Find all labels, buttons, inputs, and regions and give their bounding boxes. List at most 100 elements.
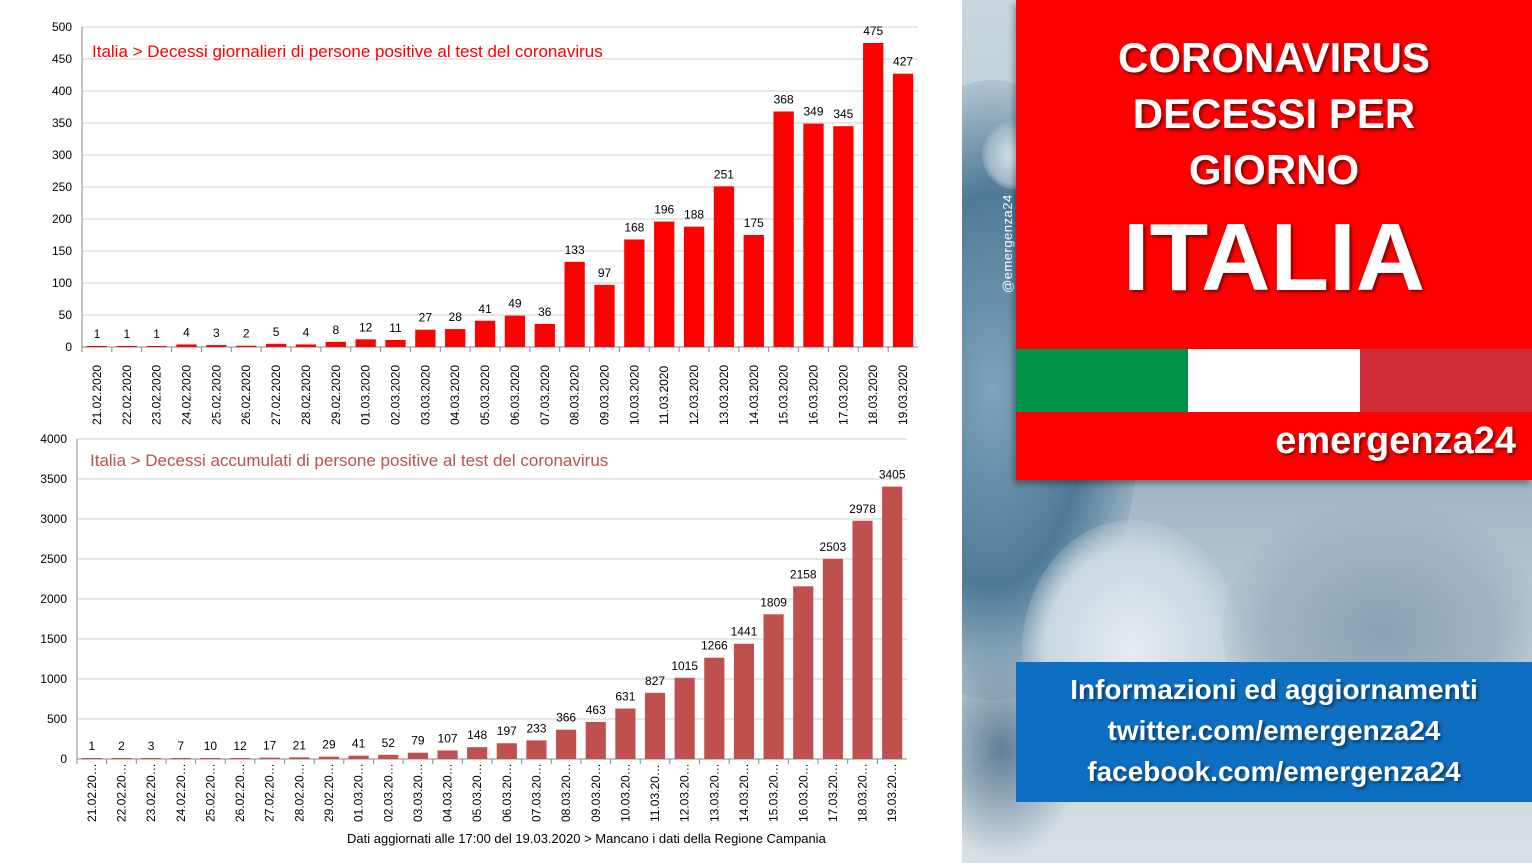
cumulative-bar [289, 757, 310, 759]
cumulative-bar [318, 756, 340, 759]
daily-bar [176, 344, 197, 347]
daily-xtick-label: 27.02.2020 [269, 365, 283, 425]
daily-xtick-label: 28.02.2020 [299, 365, 313, 425]
daily-xtick-label: 12.03.2020 [687, 365, 701, 425]
daily-data-label: 3 [213, 326, 220, 340]
daily-ytick-label: 250 [52, 180, 72, 194]
cumulative-xtick-label: 25.02.20… [203, 763, 217, 822]
daily-bar [385, 339, 406, 347]
daily-data-label: 4 [303, 325, 310, 339]
cumulative-data-label: 10 [204, 739, 218, 753]
cumulative-ytick-label: 500 [47, 712, 67, 726]
daily-bar [803, 123, 824, 347]
cumulative-data-label: 197 [497, 724, 517, 738]
daily-xtick-label: 03.03.2020 [418, 365, 432, 425]
title-line-1: CORONAVIRUS [1118, 34, 1430, 81]
daily-ytick-label: 150 [52, 244, 72, 258]
daily-bar [445, 329, 466, 347]
daily-data-label: 168 [624, 220, 644, 234]
daily-bar [206, 345, 227, 347]
charts-area: 0 50 100 150 200 250 300 350 400 450 500 Italia > D… [40, 20, 918, 822]
info-link-facebook[interactable]: facebook.com/emergenza24 [1087, 756, 1461, 787]
daily-bar [295, 344, 317, 347]
info-line-1: Informazioni ed aggiornamenti [1070, 674, 1478, 705]
daily-data-label: 196 [654, 203, 674, 217]
title-line-2: DECESSI PER [1132, 90, 1416, 137]
flag-green-stripe [1016, 349, 1188, 412]
daily-bar [265, 343, 287, 347]
country-title: ITALIA [1122, 204, 1426, 311]
cumulative-data-label: 366 [556, 711, 576, 725]
daily-data-label: 251 [714, 167, 734, 181]
daily-bar [504, 315, 526, 347]
cumulative-xtick-label: 17.03.20… [826, 763, 840, 822]
info-panel: Informazioni ed aggiornamenti twitter.co… [1016, 662, 1532, 802]
info-link-twitter[interactable]: twitter.com/emergenza24 [1107, 715, 1441, 746]
cumulative-data-label: 29 [322, 738, 336, 752]
daily-xtick-label: 02.03.2020 [389, 365, 403, 425]
daily-ytick-label: 500 [52, 20, 72, 34]
cumulative-data-label: 148 [467, 728, 487, 742]
cumulative-xtick-label: 10.03.20… [618, 763, 632, 822]
cumulative-xtick-label: 06.03.20… [500, 763, 514, 822]
cumulative-xtick-label: 09.03.20… [589, 763, 603, 822]
cumulative-xtick-label: 03.03.20… [411, 763, 425, 822]
daily-data-label: 188 [684, 208, 704, 222]
daily-xtick-label: 05.03.2020 [478, 365, 492, 425]
daily-xtick-label: 14.03.2020 [747, 365, 761, 425]
cumulative-data-label: 1441 [731, 625, 758, 639]
cumulative-ytick-label: 2000 [40, 592, 67, 606]
daily-xtick-label: 22.02.2020 [120, 365, 134, 425]
cumulative-bar [437, 750, 458, 759]
cumulative-xtick-label: 29.02.20… [322, 763, 336, 822]
watermark-text: @emergenza24 [1000, 194, 1015, 293]
cumulative-bar [378, 754, 399, 759]
daily-bar [325, 341, 346, 347]
cumulative-bar [644, 692, 666, 759]
cumulative-data-label: 1 [88, 739, 95, 753]
cumulative-data-label: 1809 [760, 595, 787, 609]
daily-bar [236, 345, 257, 347]
daily-bar [624, 239, 645, 347]
cumulative-bar [259, 757, 280, 759]
daily-data-label: 4 [183, 325, 190, 339]
daily-bar [683, 226, 705, 347]
footnote: Dati aggiornati alle 17:00 del 19.03.202… [347, 831, 826, 846]
cumulative-xtick-label: 27.02.20… [263, 763, 277, 822]
flag-white-stripe [1188, 349, 1360, 412]
daily-bar [713, 186, 735, 347]
daily-data-label: 49 [508, 297, 522, 311]
daily-data-label: 8 [332, 323, 339, 337]
cumulative-xtick-label: 18.03.20… [856, 763, 870, 822]
daily-data-label: 5 [273, 325, 280, 339]
daily-ytick-label: 100 [52, 276, 72, 290]
daily-xtick-label: 07.03.2020 [538, 365, 552, 425]
cumulative-ytick-label: 2500 [40, 552, 67, 566]
daily-xtick-label: 16.03.2020 [807, 365, 821, 425]
daily-data-label: 2 [243, 327, 250, 341]
daily-xtick-label: 17.03.2020 [836, 365, 850, 425]
daily-bar [86, 346, 108, 347]
daily-xtick-label: 04.03.2020 [448, 365, 462, 425]
daily-bar [564, 261, 585, 347]
daily-bar [415, 329, 436, 347]
cumulative-data-label: 233 [526, 721, 546, 735]
cumulative-xtick-label: 23.02.20… [144, 763, 158, 822]
cumulative-data-label: 1015 [671, 659, 698, 673]
daily-bar [474, 320, 496, 347]
cumulative-ytick-label: 3500 [40, 472, 67, 486]
daily-data-label: 27 [419, 311, 433, 325]
cumulative-xtick-label: 11.03.20… [648, 764, 662, 822]
daily-bar [534, 323, 555, 347]
daily-data-label: 1 [153, 327, 160, 341]
cumulative-data-label: 2978 [849, 502, 876, 516]
daily-xtick-label: 29.02.2020 [329, 365, 343, 425]
cumulative-bar [763, 614, 784, 759]
cumulative-data-label: 1266 [701, 639, 728, 653]
daily-ytick-label: 350 [52, 116, 72, 130]
cumulative-data-label: 2 [118, 739, 125, 753]
cumulative-xtick-label: 24.02.20… [174, 763, 188, 822]
cumulative-xtick-label: 14.03.20… [737, 763, 751, 822]
daily-data-label: 97 [598, 266, 612, 280]
